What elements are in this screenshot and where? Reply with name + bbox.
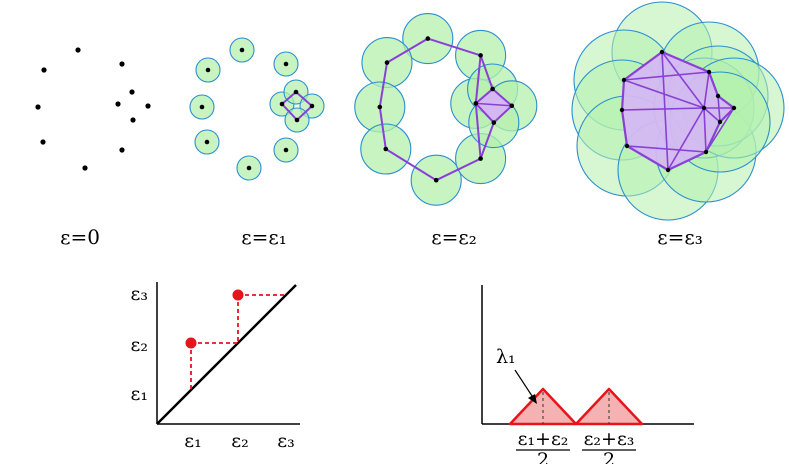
point xyxy=(145,103,151,109)
point xyxy=(478,53,483,58)
point xyxy=(82,165,88,171)
complex-edge xyxy=(623,79,705,109)
pd-y-tick-2: ε₂ xyxy=(131,334,148,356)
complex-edge xyxy=(703,107,707,153)
persistence-landscape: λ₁ ε₁+ε₂ 2 ε₂+ε₃ 2 xyxy=(481,285,694,464)
pl-x-tick-1-num: ε₁+ε₂ xyxy=(518,428,569,450)
persistence-diagram: ε₃ ε₂ ε₁ ε₁ ε₂ ε₃ xyxy=(131,282,300,452)
point xyxy=(701,105,707,111)
point xyxy=(279,101,285,107)
point xyxy=(717,119,723,125)
point xyxy=(377,104,383,110)
point xyxy=(40,139,46,145)
pd-diagonal xyxy=(156,284,297,425)
pd-y-tick-1: ε₁ xyxy=(131,383,148,405)
point xyxy=(659,49,665,55)
complex-edge xyxy=(661,51,669,171)
complex-edge xyxy=(705,107,735,153)
point xyxy=(119,61,125,67)
point xyxy=(75,47,81,53)
point xyxy=(35,104,41,110)
point xyxy=(41,67,47,73)
complex-edge xyxy=(623,71,710,81)
point xyxy=(130,117,136,123)
point xyxy=(619,107,625,113)
point xyxy=(205,67,211,73)
panel-epsilon-2 xyxy=(354,13,538,206)
point xyxy=(478,156,483,161)
panel-label-2: ε=ε₂ xyxy=(431,225,477,249)
pl-x-tick-2-den: 2 xyxy=(603,449,615,464)
complex-edge xyxy=(475,102,512,107)
point xyxy=(706,69,712,75)
panel-label-1: ε=ε₁ xyxy=(241,225,287,249)
panel-epsilon-1 xyxy=(189,37,325,181)
point xyxy=(624,143,630,149)
point xyxy=(129,89,135,95)
complex-edge xyxy=(479,122,495,159)
pl-curve-arrow xyxy=(514,369,535,400)
pd-x-tick-3: ε₃ xyxy=(277,430,294,452)
point xyxy=(199,104,205,110)
pd-x-tick-1: ε₁ xyxy=(184,430,201,452)
point xyxy=(491,120,497,125)
point xyxy=(115,101,121,107)
point xyxy=(731,105,737,111)
pd-point-2 xyxy=(232,289,244,301)
point xyxy=(283,61,289,67)
complex-edge xyxy=(661,51,705,109)
point xyxy=(425,36,431,41)
pd-point-1 xyxy=(185,337,197,349)
point xyxy=(490,86,495,92)
point xyxy=(715,93,721,99)
point xyxy=(246,165,252,171)
point xyxy=(293,89,299,95)
panel-epsilon-0 xyxy=(35,47,151,171)
point xyxy=(433,177,439,183)
pd-x-tick-2: ε₂ xyxy=(231,430,248,452)
point xyxy=(621,77,627,83)
pd-y-tick-3: ε₃ xyxy=(131,283,148,305)
point xyxy=(283,147,289,153)
point xyxy=(294,117,300,123)
complex-edge xyxy=(703,71,710,109)
complex-edge xyxy=(667,107,705,171)
point xyxy=(509,103,515,109)
panel-label-3: ε=ε₃ xyxy=(657,225,703,249)
point xyxy=(703,149,709,155)
complex-edge xyxy=(626,145,707,153)
point xyxy=(309,103,315,109)
complex-edge xyxy=(479,55,494,90)
point xyxy=(384,60,390,65)
point xyxy=(119,147,125,153)
complex-edge xyxy=(703,107,721,123)
point xyxy=(473,101,479,106)
complex-edge xyxy=(717,95,721,123)
point xyxy=(204,139,210,145)
panel-epsilon-3 xyxy=(571,1,785,221)
pl-arrow-head xyxy=(528,394,537,404)
pl-x-tick-2-num: ε₂+ε₃ xyxy=(584,428,635,450)
point xyxy=(383,146,389,152)
panel-label-0: ε=0 xyxy=(60,225,100,249)
pl-x-tick-1-den: 2 xyxy=(537,449,549,464)
point xyxy=(239,47,245,53)
point xyxy=(665,167,671,173)
complex-edge xyxy=(621,107,705,111)
pl-curve-label: λ₁ xyxy=(496,346,516,368)
